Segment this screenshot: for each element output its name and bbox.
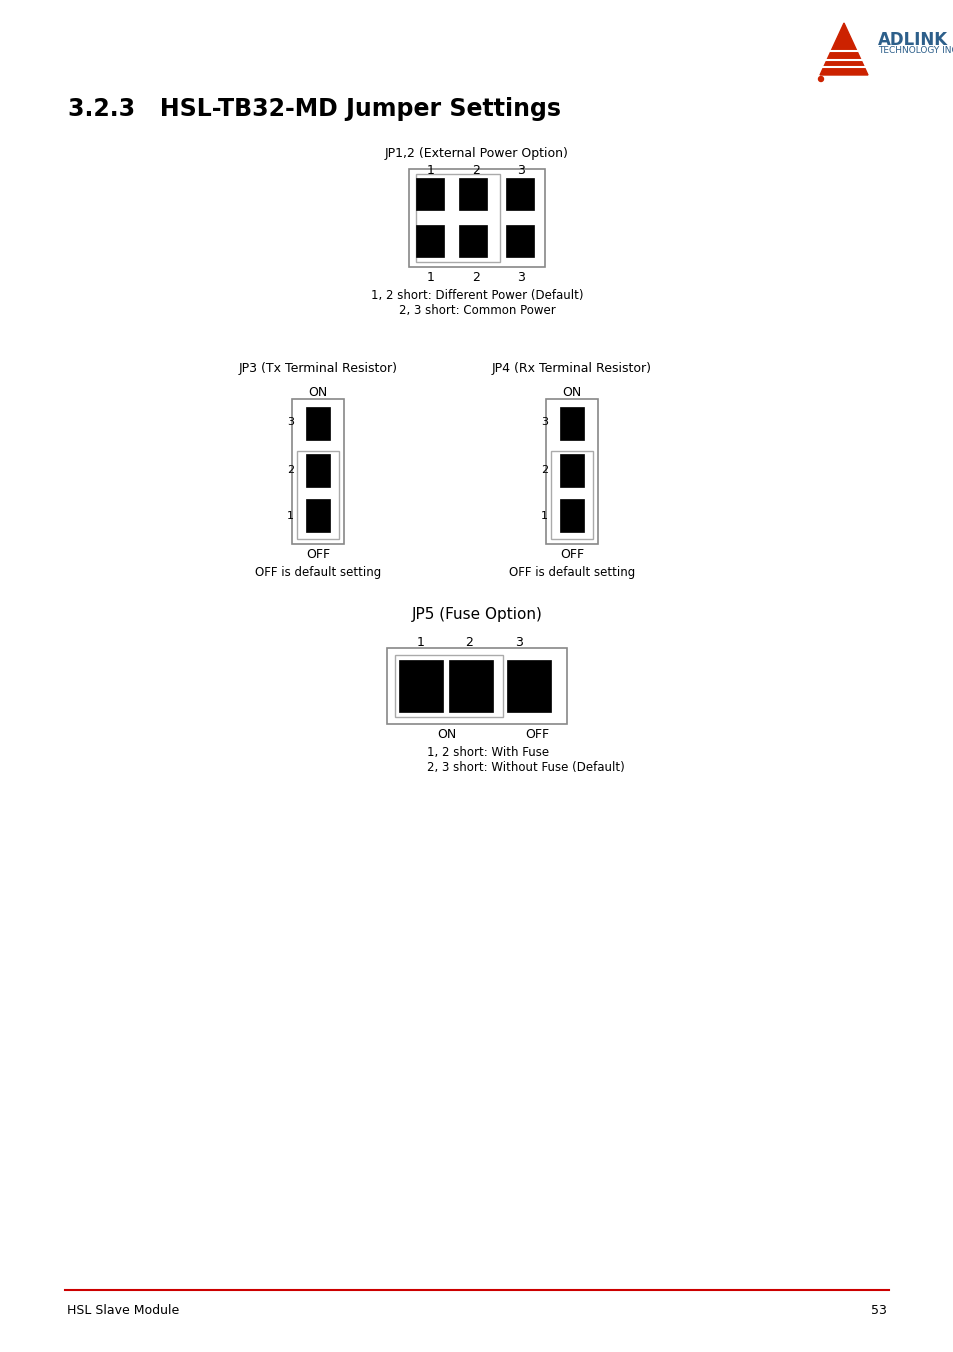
Text: 1: 1	[427, 270, 435, 284]
Bar	[449, 660, 493, 713]
Text: JP5 (Fuse Option): JP5 (Fuse Option)	[411, 607, 542, 622]
Bar	[545, 399, 598, 544]
Text: 2: 2	[464, 635, 473, 649]
Bar	[559, 454, 583, 487]
Bar	[296, 452, 338, 539]
Text: OFF: OFF	[559, 548, 583, 561]
Bar	[505, 224, 534, 257]
Text: 53: 53	[870, 1303, 886, 1317]
Bar	[506, 660, 551, 713]
Text: 3: 3	[287, 416, 294, 427]
Bar	[292, 399, 344, 544]
Text: OFF: OFF	[524, 727, 549, 741]
Text: 2: 2	[472, 164, 479, 177]
Bar	[505, 178, 534, 210]
Text: 3.2.3   HSL-TB32-MD Jumper Settings: 3.2.3 HSL-TB32-MD Jumper Settings	[68, 97, 560, 120]
Bar	[409, 169, 544, 266]
Text: HSL Slave Module: HSL Slave Module	[67, 1303, 179, 1317]
Text: 1: 1	[416, 635, 424, 649]
Bar	[395, 654, 502, 717]
Text: ON: ON	[561, 387, 581, 399]
Text: 3: 3	[517, 164, 524, 177]
Bar	[416, 224, 443, 257]
Bar	[416, 178, 443, 210]
Text: 3: 3	[517, 270, 524, 284]
Bar	[458, 224, 486, 257]
Text: 1, 2 short: With Fuse: 1, 2 short: With Fuse	[427, 746, 549, 758]
Text: 2: 2	[540, 465, 547, 475]
Bar	[306, 499, 330, 531]
Text: 1, 2 short: Different Power (Default): 1, 2 short: Different Power (Default)	[371, 289, 582, 301]
Text: 1: 1	[540, 511, 547, 521]
Text: 2, 3 short: Without Fuse (Default): 2, 3 short: Without Fuse (Default)	[427, 761, 624, 773]
Text: 3: 3	[540, 416, 547, 427]
Bar	[306, 454, 330, 487]
Text: ON: ON	[436, 727, 456, 741]
Text: OFF is default setting: OFF is default setting	[254, 566, 381, 579]
Text: OFF is default setting: OFF is default setting	[508, 566, 635, 579]
Bar	[559, 499, 583, 531]
Bar	[306, 407, 330, 439]
Text: 1: 1	[287, 511, 294, 521]
Bar	[398, 660, 442, 713]
Text: 1: 1	[427, 164, 435, 177]
Text: ON: ON	[308, 387, 327, 399]
Bar	[559, 407, 583, 439]
Bar	[458, 178, 486, 210]
Bar	[387, 648, 566, 725]
Bar	[551, 452, 593, 539]
Polygon shape	[820, 23, 867, 74]
Text: 3: 3	[515, 635, 522, 649]
Circle shape	[818, 77, 822, 81]
Text: 2: 2	[472, 270, 479, 284]
Text: JP3 (Tx Terminal Resistor): JP3 (Tx Terminal Resistor)	[238, 362, 397, 375]
Bar	[416, 174, 499, 262]
Text: JP1,2 (External Power Option): JP1,2 (External Power Option)	[385, 147, 568, 160]
Text: 2, 3 short: Common Power: 2, 3 short: Common Power	[398, 304, 555, 316]
Text: ADLINK: ADLINK	[877, 31, 947, 49]
Text: TECHNOLOGY INC.: TECHNOLOGY INC.	[877, 46, 953, 55]
Text: OFF: OFF	[306, 548, 330, 561]
Text: JP4 (Rx Terminal Resistor): JP4 (Rx Terminal Resistor)	[492, 362, 651, 375]
Text: 2: 2	[287, 465, 294, 475]
